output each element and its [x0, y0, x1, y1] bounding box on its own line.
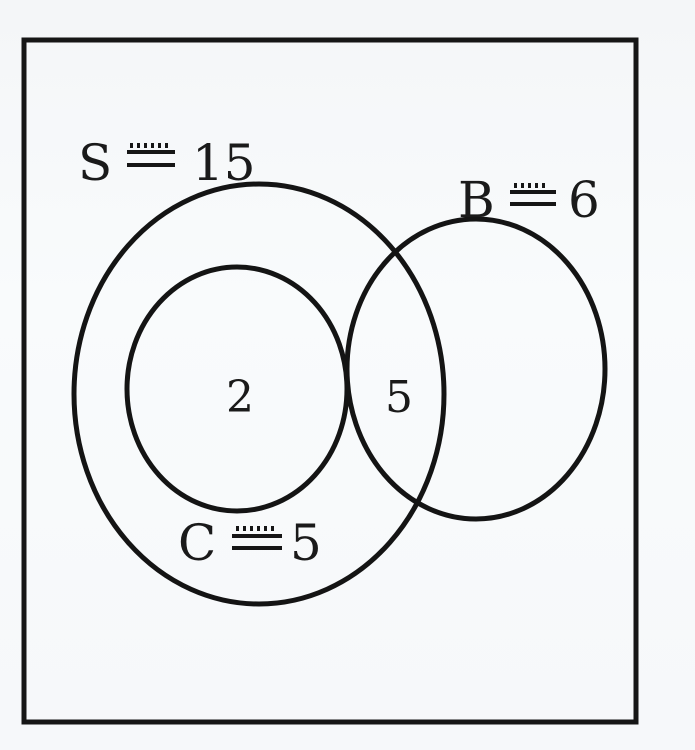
set-b-circle	[344, 216, 608, 522]
region-c-value: 2	[226, 372, 254, 423]
region-s-and-b-value: 5	[385, 372, 413, 423]
set-c-circle	[124, 264, 350, 514]
set-b-equals-sign	[510, 183, 556, 206]
set-s-equals-sign	[127, 143, 175, 167]
set-c-letter: C	[178, 514, 216, 572]
set-c-equals-sign	[232, 526, 282, 550]
set-s-circle	[71, 181, 447, 607]
diagram-frame	[21, 37, 639, 725]
set-b-count: 6	[568, 171, 600, 229]
set-s-label: S 15	[78, 134, 256, 192]
set-c-count: 5	[290, 514, 322, 572]
set-s-letter: S	[78, 134, 112, 192]
set-b-label: B 6	[458, 171, 600, 229]
set-c-label: C 5	[178, 514, 322, 572]
set-s-count: 15	[192, 134, 256, 192]
set-b-letter: B	[458, 171, 495, 229]
